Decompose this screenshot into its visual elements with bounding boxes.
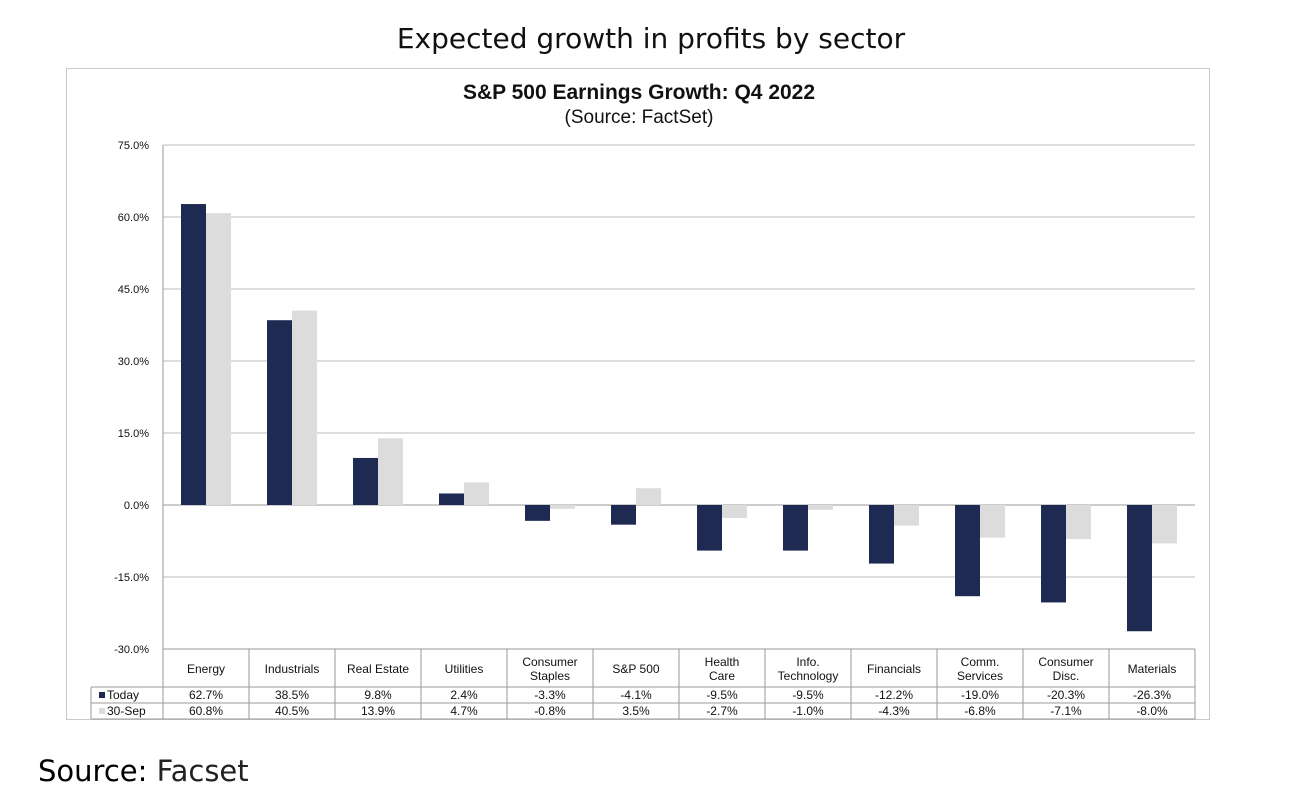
category-label: Services [957, 669, 1003, 683]
data-label: -8.0% [1136, 704, 1168, 718]
y-tick-label: 45.0% [118, 284, 149, 296]
bar-today [869, 505, 894, 564]
category-label: Materials [1128, 662, 1177, 676]
category-label: Health [705, 655, 740, 669]
category-label: Real Estate [347, 662, 409, 676]
data-label: -0.8% [534, 704, 566, 718]
category-label: Utilities [445, 662, 484, 676]
chart-subtitle: (Source: FactSet) [565, 107, 714, 128]
category-label: Industrials [265, 662, 320, 676]
bar-30-sep [722, 505, 747, 518]
legend-swatch [99, 708, 105, 714]
bar-today [181, 204, 206, 506]
bar-30-sep [292, 310, 317, 505]
data-label: -20.3% [1047, 688, 1085, 702]
legend-label: 30-Sep [107, 704, 146, 718]
data-label: 38.5% [275, 688, 309, 702]
category-label: Care [709, 669, 735, 683]
source-label: Source: [38, 754, 148, 788]
y-tick-label: -30.0% [114, 644, 149, 656]
bar-30-sep [808, 505, 833, 510]
bar-today [525, 505, 550, 521]
data-label: 62.7% [189, 688, 223, 702]
data-label: -9.5% [706, 688, 738, 702]
bar-today [267, 320, 292, 505]
data-label: 2.4% [450, 688, 478, 702]
chart-title: S&P 500 Earnings Growth: Q4 2022 [463, 81, 815, 104]
bar-today [353, 457, 378, 505]
page-title: Expected growth in profits by sector [396, 22, 906, 55]
bar-30-sep [980, 505, 1005, 538]
chart-frame: S&P 500 Earnings Growth: Q4 2022 (Source:… [66, 68, 1210, 720]
bar-30-sep [464, 482, 489, 505]
data-label: 40.5% [275, 704, 309, 718]
bar-today [611, 505, 636, 525]
data-label: -6.8% [964, 704, 996, 718]
y-tick-label: 30.0% [118, 356, 149, 368]
data-label: -4.3% [878, 704, 910, 718]
legend-label: Today [107, 688, 139, 702]
y-tick-label: 60.0% [118, 212, 149, 224]
bar-30-sep [1066, 505, 1091, 540]
data-label: 9.8% [364, 688, 392, 702]
bar-30-sep [636, 488, 661, 505]
data-label: -2.7% [706, 704, 738, 718]
data-label: -9.5% [792, 688, 824, 702]
category-label: Consumer [522, 655, 577, 669]
category-label: S&P 500 [612, 662, 659, 676]
bar-chart: S&P 500 Earnings Growth: Q4 2022 (Source:… [90, 81, 1196, 720]
category-label: Energy [187, 662, 225, 676]
bar-30-sep [894, 505, 919, 526]
category-label: Financials [867, 662, 921, 676]
data-label: 4.7% [450, 704, 478, 718]
category-label: Disc. [1053, 669, 1080, 683]
bar-today [783, 505, 808, 551]
y-tick-label: 15.0% [118, 428, 149, 440]
data-label: -7.1% [1050, 704, 1082, 718]
data-label: 3.5% [622, 704, 650, 718]
bar-today [439, 493, 464, 505]
bar-today [1041, 505, 1066, 603]
bar-30-sep [206, 213, 231, 505]
bar-today [697, 505, 722, 551]
data-label: 60.8% [189, 704, 223, 718]
data-label: -3.3% [534, 688, 566, 702]
bar-30-sep [550, 505, 575, 509]
data-label: -26.3% [1133, 688, 1171, 702]
category-label: Info. [796, 655, 819, 669]
category-label: Staples [530, 669, 570, 683]
y-tick-label: 0.0% [124, 500, 149, 512]
data-label: -12.2% [875, 688, 913, 702]
source-line: Source: Facset [38, 754, 249, 788]
y-tick-label: -15.0% [114, 572, 149, 584]
y-tick-label: 75.0% [118, 140, 149, 152]
data-label: 13.9% [361, 704, 395, 718]
source-value: Facset [156, 754, 249, 788]
data-label: -1.0% [792, 704, 824, 718]
category-label: Consumer [1038, 655, 1093, 669]
data-label: -4.1% [620, 688, 652, 702]
data-label: -19.0% [961, 688, 999, 702]
category-label: Technology [778, 669, 839, 683]
legend-swatch [99, 692, 105, 698]
bar-30-sep [1152, 505, 1177, 544]
category-label: Comm. [961, 655, 1000, 669]
bar-today [1127, 505, 1152, 632]
bar-today [955, 505, 980, 597]
bar-30-sep [378, 438, 403, 505]
